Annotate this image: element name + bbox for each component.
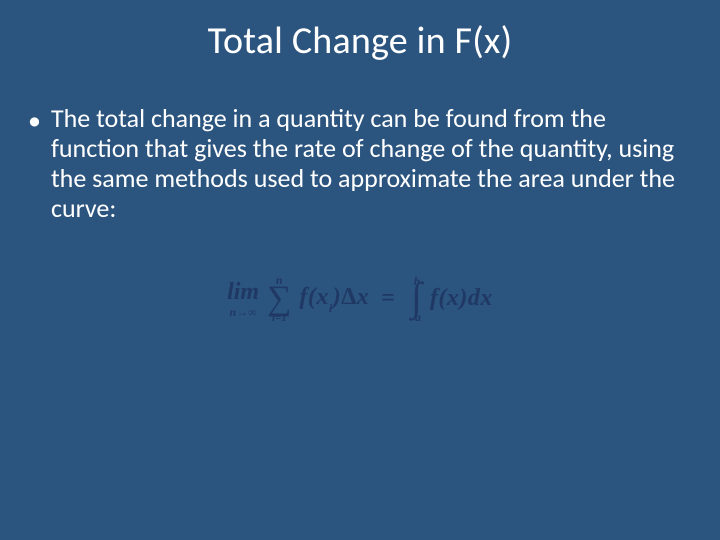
summand-close-paren: ) — [333, 284, 342, 310]
equals-sign: = — [381, 285, 395, 312]
formula: lim n→∞ n ∑ i=1 f(xi)Δx = b ∫ a — [227, 274, 493, 325]
formula-region: lim n→∞ n ∑ i=1 f(xi)Δx = b ∫ a — [28, 274, 692, 325]
summand: f(xi)Δx — [299, 284, 369, 314]
summation-operator: n ∑ i=1 — [267, 274, 291, 325]
integrand-open-paren: ( — [438, 285, 447, 311]
integrand-x: x — [447, 285, 460, 311]
slide-title: Total Change in F(x) — [0, 0, 720, 64]
limit-operator: lim n→∞ — [227, 280, 259, 318]
sigma-symbol: ∑ — [267, 284, 291, 315]
lim-label: lim — [227, 280, 259, 304]
bullet-text: The total change in a quantity can be fo… — [51, 104, 692, 224]
integral-symbol: ∫ — [411, 281, 422, 313]
delta-symbol: Δ — [341, 284, 357, 310]
sum-lower-bound: i=1 — [272, 313, 287, 324]
delta-var: x — [357, 284, 370, 310]
summand-subscript: i — [329, 301, 333, 315]
summand-x: x — [316, 284, 329, 310]
dx-d: d — [468, 285, 481, 311]
bullet-item: • The total change in a quantity can be … — [28, 104, 692, 224]
integrand-close-paren: ) — [459, 285, 468, 311]
summand-f: f — [299, 284, 308, 310]
dx-x: x — [480, 285, 493, 311]
slide-body: • The total change in a quantity can be … — [0, 64, 720, 324]
integral-operator: b ∫ a — [411, 275, 422, 323]
bullet-marker: • — [28, 106, 41, 136]
lim-subscript: n→∞ — [229, 306, 256, 318]
integral-lower-bound: a — [411, 311, 421, 323]
slide: Total Change in F(x) • The total change … — [0, 0, 720, 540]
integrand: f(x)dx — [430, 285, 493, 312]
